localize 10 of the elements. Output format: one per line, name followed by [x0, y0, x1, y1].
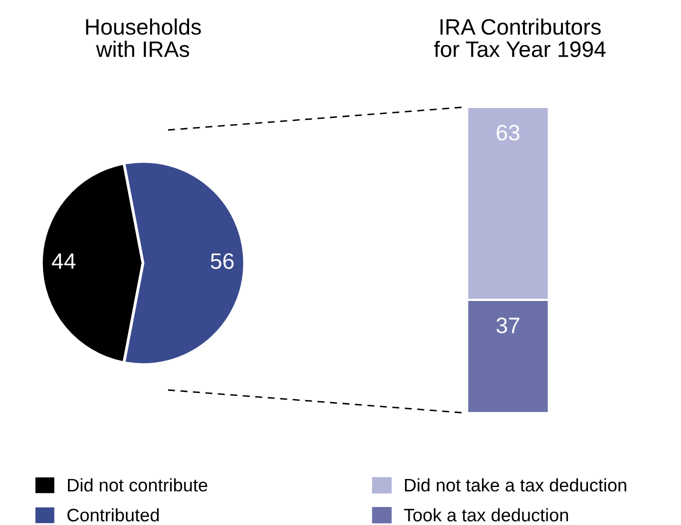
legend-label: Did not contribute — [68, 478, 208, 492]
legend-label: Contributed — [67, 508, 159, 522]
chart-title: IRA Contributors for Tax Year 1994 — [434, 18, 606, 58]
data-label: 63 — [496, 124, 520, 141]
legend-label: Did not take a tax deduction — [405, 478, 626, 492]
data-label: 37 — [496, 318, 520, 334]
chart-title: Households with IRAs — [86, 18, 201, 58]
data-label: 56 — [210, 253, 234, 269]
data-label: 44 — [52, 253, 76, 269]
legend-label: Took a tax deduction — [404, 508, 568, 522]
